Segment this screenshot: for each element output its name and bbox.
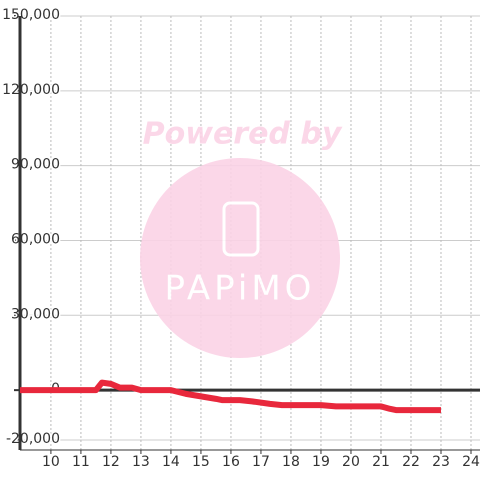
x-tick-label: 19 (312, 454, 330, 470)
x-tick-label: 11 (72, 454, 90, 470)
x-tick-label: 22 (402, 454, 420, 470)
y-tick-label: 60,000 (11, 231, 60, 247)
x-tick-label: 23 (432, 454, 450, 470)
watermark-phone (222, 201, 260, 257)
y-tick-label: 30,000 (11, 306, 60, 322)
x-tick-label: 17 (252, 454, 270, 470)
x-tick-label: 18 (282, 454, 300, 470)
x-tick-label: 16 (222, 454, 240, 470)
y-tick-label: 150,000 (2, 7, 60, 23)
watermark-text: Powered by (143, 117, 343, 152)
y-tick-label: -20,000 (6, 431, 60, 447)
x-tick-label: 13 (132, 454, 150, 470)
watermark-circle (140, 158, 340, 358)
x-tick-label: 12 (102, 454, 120, 470)
x-tick-label: 24 (462, 454, 480, 470)
watermark: Powered by PAPiMO (140, 117, 343, 358)
y-tick-label: 90,000 (11, 157, 60, 173)
x-tick-label: 14 (162, 454, 180, 470)
x-tick-label: 20 (342, 454, 360, 470)
x-tick-label: 15 (192, 454, 210, 470)
x-tick-label: 10 (42, 454, 60, 470)
y-tick-label: 120,000 (2, 82, 60, 98)
x-tick-label: 21 (372, 454, 390, 470)
watermark-logo: PAPiMO (165, 269, 316, 309)
line (20, 379, 441, 414)
